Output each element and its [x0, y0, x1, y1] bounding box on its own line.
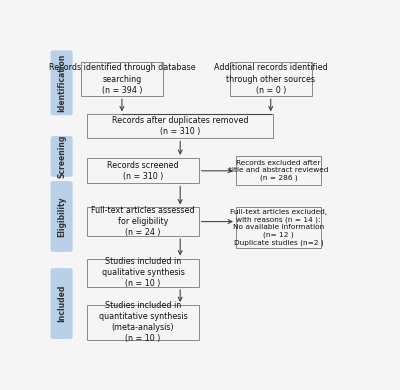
- FancyBboxPatch shape: [87, 259, 199, 287]
- FancyBboxPatch shape: [87, 114, 273, 138]
- FancyBboxPatch shape: [236, 207, 321, 248]
- FancyBboxPatch shape: [230, 62, 312, 96]
- Text: Records excluded after
title and abstract reviewed
(n = 286 ): Records excluded after title and abstrac…: [229, 160, 328, 181]
- Text: Records screened
(n = 310 ): Records screened (n = 310 ): [107, 161, 179, 181]
- Text: Eligibility: Eligibility: [57, 196, 66, 237]
- FancyBboxPatch shape: [51, 50, 73, 115]
- FancyBboxPatch shape: [81, 62, 163, 96]
- FancyBboxPatch shape: [87, 158, 199, 183]
- FancyBboxPatch shape: [236, 156, 321, 185]
- FancyBboxPatch shape: [51, 181, 73, 252]
- Text: Full-text articles assessed
for eligibility
(n = 24 ): Full-text articles assessed for eligibil…: [91, 206, 195, 238]
- Text: Included: Included: [57, 285, 66, 322]
- Text: Studies included in
qualitative synthesis
(n = 10 ): Studies included in qualitative synthesi…: [102, 257, 184, 288]
- FancyBboxPatch shape: [87, 207, 199, 236]
- FancyBboxPatch shape: [87, 305, 199, 340]
- Text: Screening: Screening: [57, 135, 66, 178]
- Text: Studies included in
quantitative synthesis
(meta-analysis)
(n = 10 ): Studies included in quantitative synthes…: [99, 301, 187, 344]
- Text: Records after duplicates removed
(n = 310 ): Records after duplicates removed (n = 31…: [112, 116, 248, 136]
- Text: Full-text articles excluded,
with reasons (n = 14 ):
No available information
(n: Full-text articles excluded, with reason…: [230, 209, 327, 246]
- Text: Identification: Identification: [57, 54, 66, 112]
- Text: Records identified through database
searching
(n = 394 ): Records identified through database sear…: [49, 64, 195, 95]
- Text: Additional records identified
through other sources
(n = 0 ): Additional records identified through ot…: [214, 64, 328, 95]
- FancyBboxPatch shape: [51, 136, 73, 177]
- FancyBboxPatch shape: [51, 268, 73, 339]
